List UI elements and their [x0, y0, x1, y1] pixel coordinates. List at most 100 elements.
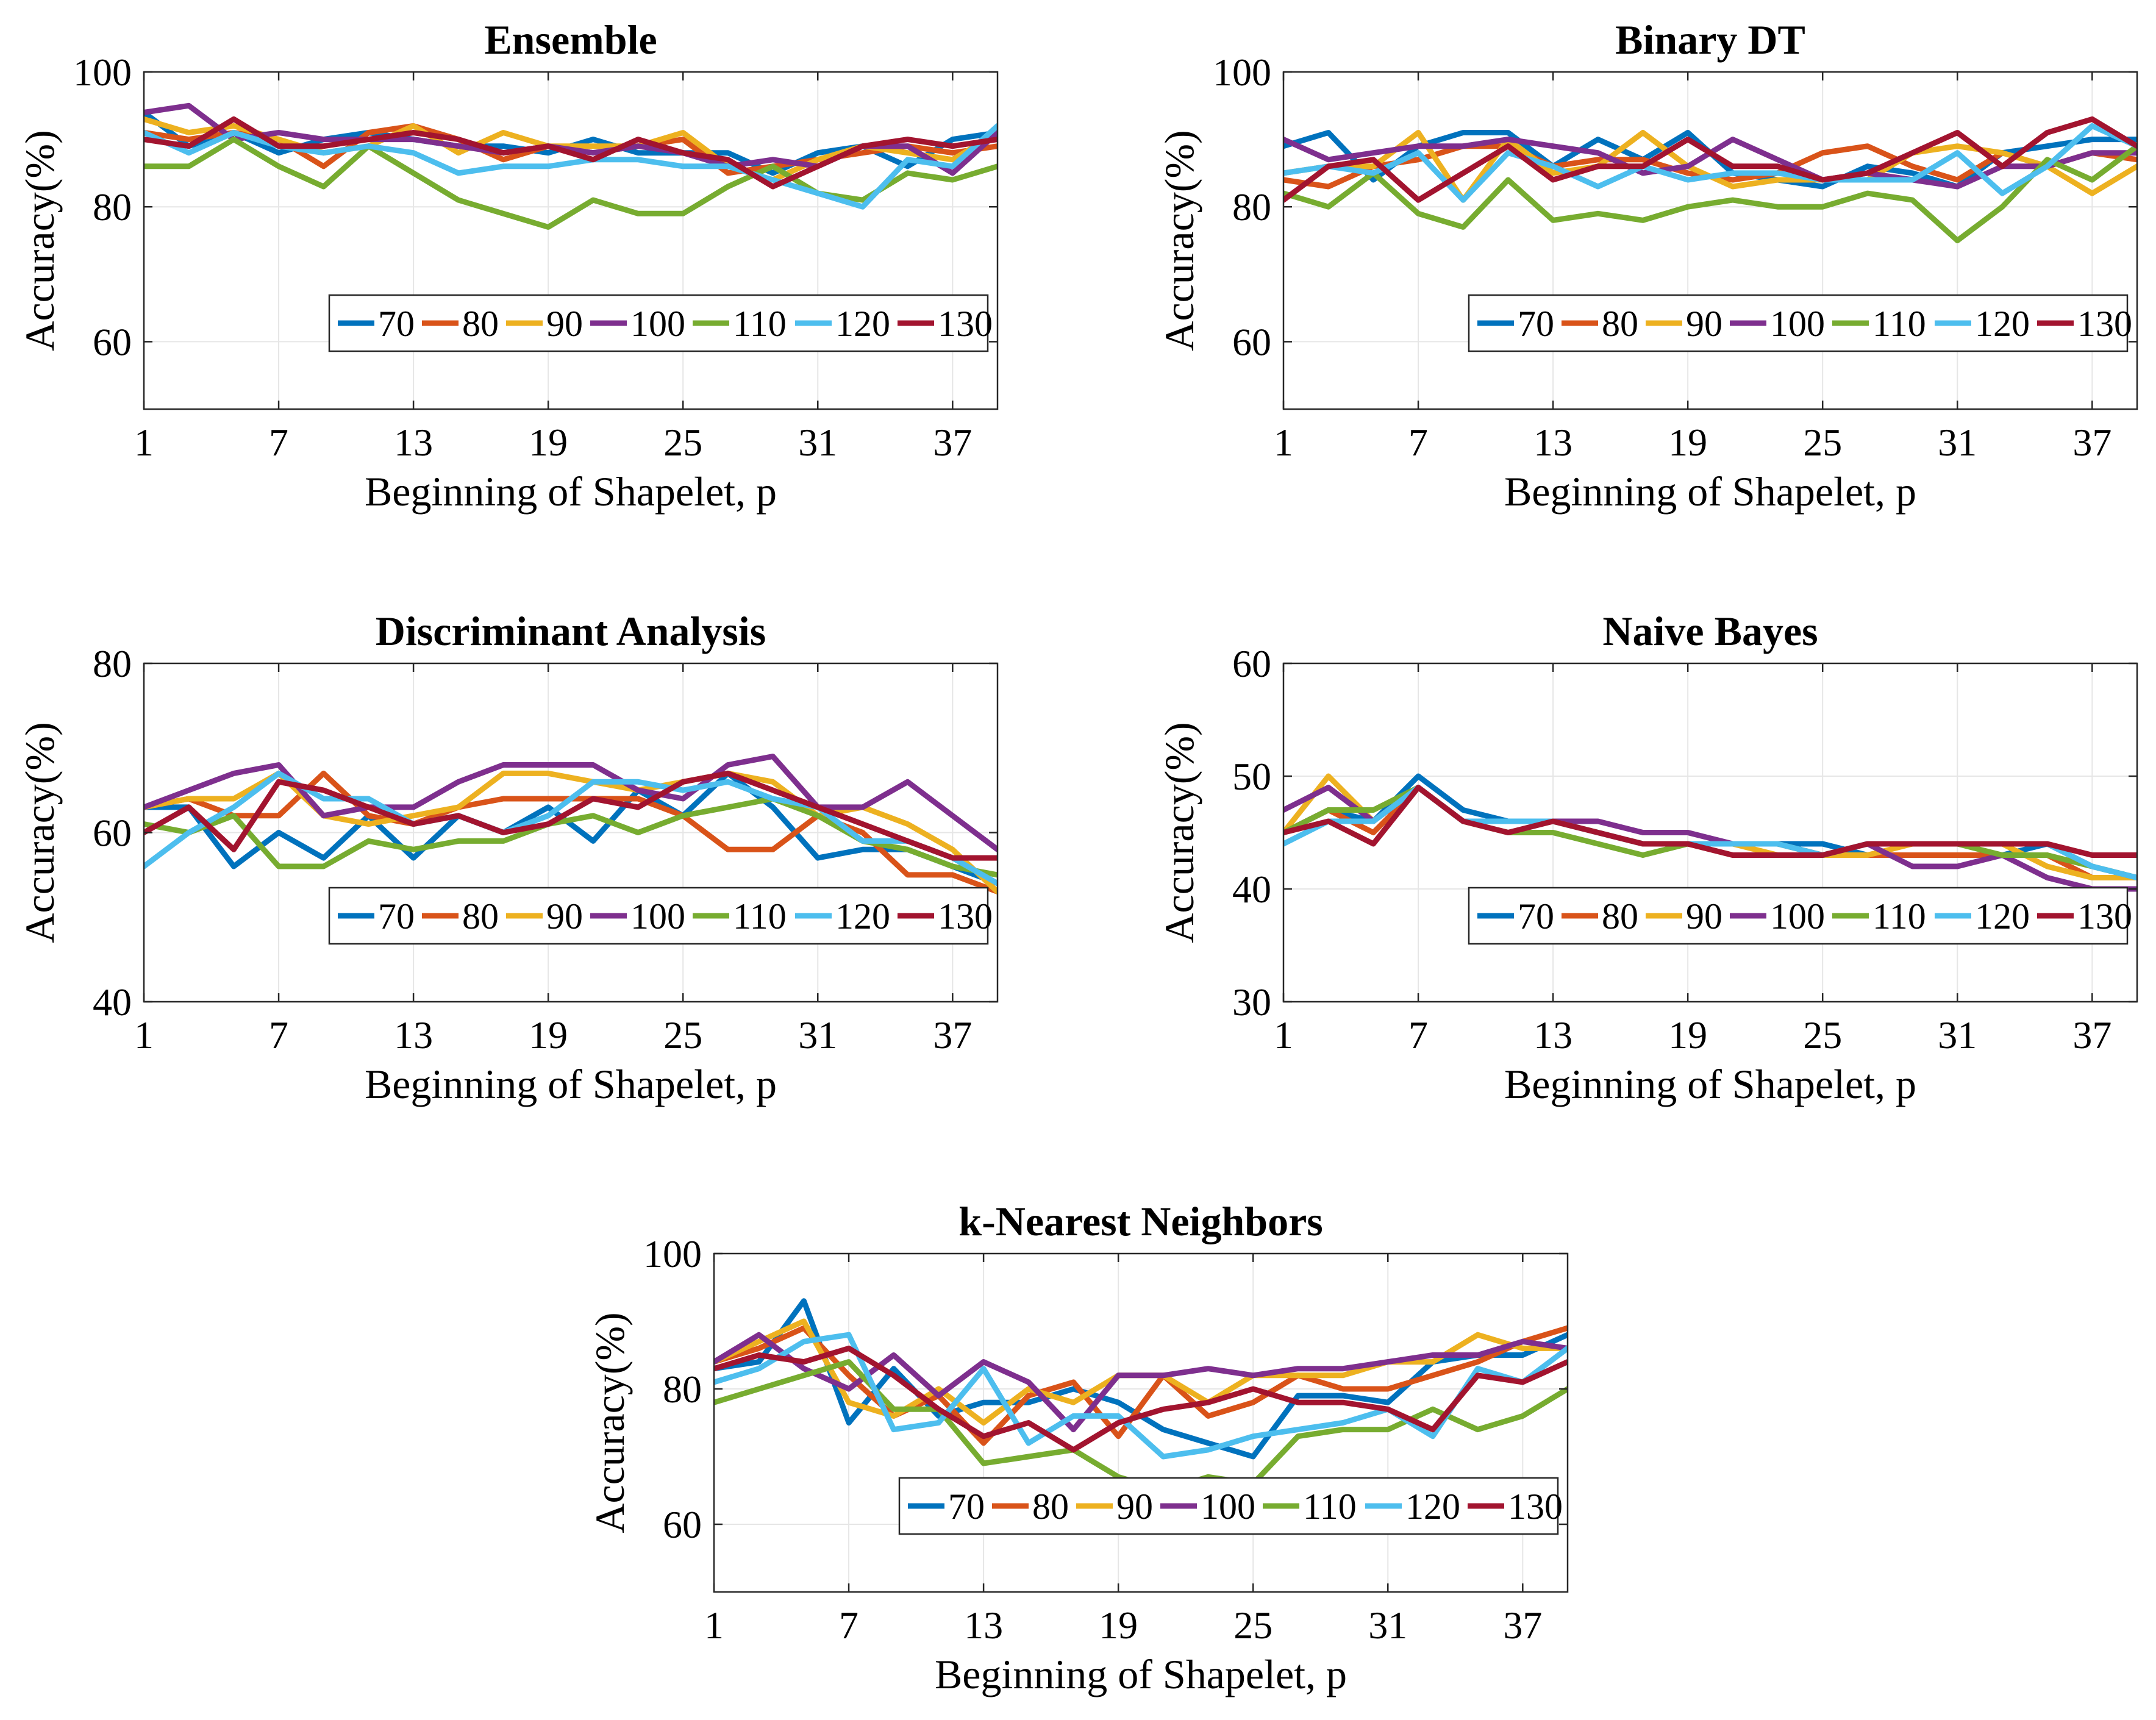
legend-label-120: 120 [1405, 1486, 1460, 1527]
chart-naive-bayes: 1 7 13 19 25 31 37 30 40 50 60 Naive Bayes Beginning… [1156, 608, 2138, 1107]
x-tick-label: 19 [529, 1013, 568, 1057]
legend-label-120: 120 [1975, 896, 2030, 937]
x-tick-label: 7 [269, 1013, 288, 1057]
x-tick-label: 13 [394, 421, 433, 464]
legend-label-120: 120 [835, 896, 890, 937]
legend-label-130: 130 [938, 896, 993, 937]
legend-label-90: 90 [1686, 304, 1722, 344]
legend: 70 80 90 100 110 120 130 [328, 887, 993, 945]
x-tick-label: 13 [1533, 1013, 1572, 1057]
series-line-110 [1283, 143, 2137, 243]
x-tick-label: 7 [839, 1604, 858, 1647]
series-line-130 [1283, 116, 2137, 203]
plot-area [1283, 663, 2137, 1002]
y-tick-label: 30 [1232, 980, 1271, 1024]
y-tick-label: 80 [93, 642, 132, 685]
x-tick-label: 1 [134, 421, 154, 464]
x-tick-label: 31 [1368, 1604, 1407, 1647]
x-tick-label: 7 [1408, 421, 1428, 464]
x-tick-label: 1 [1274, 421, 1293, 464]
x-tick-label: 13 [1533, 421, 1572, 464]
legend: 70 80 90 100 110 120 130 [328, 294, 993, 352]
plot-area [1283, 72, 2137, 409]
x-tick-label: 25 [663, 421, 702, 464]
y-axis-label: Accuracy(%) [1156, 722, 1202, 943]
x-tick-label: 37 [933, 421, 972, 464]
x-axis-label: Beginning of Shapelet, p [1504, 468, 1916, 515]
axes-box [143, 71, 999, 410]
series-line-130 [714, 1345, 1568, 1453]
x-tick-label: 19 [1668, 421, 1707, 464]
y-tick-label: 80 [663, 1368, 702, 1411]
x-tick-label: 25 [663, 1013, 702, 1057]
legend: 70 80 90 100 110 120 130 [1468, 294, 2132, 352]
legend-label-130: 130 [2077, 304, 2132, 344]
y-tick-label: 40 [1232, 868, 1271, 911]
chart-title: Binary DT [1615, 16, 1805, 63]
y-tick-label: 100 [643, 1232, 702, 1276]
series-line-110 [144, 137, 998, 230]
legend-label-130: 130 [1508, 1486, 1563, 1527]
legend-label-110: 110 [1872, 896, 1926, 937]
legend-label-110: 110 [1872, 304, 1926, 344]
chart-knn: 1 7 13 19 25 31 37 60 80 100 k-Nearest Neighbors Be… [587, 1198, 1569, 1697]
legend-label-90: 90 [1116, 1486, 1153, 1527]
legend-label-130: 130 [2077, 896, 2132, 937]
y-axis-label: Accuracy(%) [587, 1312, 633, 1533]
series-line-130 [1283, 785, 2137, 858]
x-tick-label: 37 [2072, 421, 2111, 464]
legend-label-100: 100 [1770, 304, 1825, 344]
x-tick-label: 19 [1668, 1013, 1707, 1057]
x-tick-label: 13 [394, 1013, 433, 1057]
x-tick-label: 37 [1503, 1604, 1542, 1647]
y-tick-label: 50 [1232, 755, 1271, 798]
x-tick-label: 25 [1803, 421, 1842, 464]
x-tick-label: 31 [798, 421, 837, 464]
chart-binary-dt: 1 7 13 19 25 31 37 60 80 100 Binary DT Beginning of… [1156, 16, 2138, 515]
legend-label-100: 100 [630, 896, 685, 937]
legend-label-70: 70 [948, 1486, 985, 1527]
legend-label-70: 70 [1518, 304, 1554, 344]
legend-label-70: 70 [1518, 896, 1554, 937]
legend: 70 80 90 100 110 120 130 [1468, 887, 2132, 945]
x-tick-label: 37 [2072, 1013, 2111, 1057]
x-tick-label: 31 [1938, 1013, 1977, 1057]
x-tick-label: 1 [134, 1013, 154, 1057]
x-tick-label: 19 [1099, 1604, 1138, 1647]
series-line-120 [1283, 123, 2137, 203]
x-tick-label: 1 [1274, 1013, 1293, 1057]
series-line-70 [144, 770, 998, 887]
axes-box [1282, 71, 2138, 410]
x-tick-label: 7 [1408, 1013, 1428, 1057]
y-tick-label: 60 [1232, 320, 1271, 363]
legend-label-100: 100 [1201, 1486, 1255, 1527]
axes-box [1282, 662, 2138, 1003]
chart-discriminant: 1 7 13 19 25 31 37 40 60 80 Discriminant Analysis B… [16, 608, 999, 1107]
y-tick-label: 80 [93, 185, 132, 229]
legend-label-90: 90 [546, 896, 583, 937]
y-tick-label: 100 [73, 51, 132, 94]
series-line-130 [144, 770, 998, 861]
legend-label-90: 90 [546, 304, 583, 344]
legend-label-110: 110 [1303, 1486, 1357, 1527]
series-line-100 [144, 754, 998, 852]
x-tick-label: 19 [529, 421, 568, 464]
legend-label-70: 70 [378, 304, 415, 344]
x-tick-label: 13 [964, 1604, 1003, 1647]
plot-area [144, 72, 998, 409]
series-line-130 [144, 116, 998, 190]
legend-label-80: 80 [1602, 896, 1638, 937]
chart-title: Discriminant Analysis [376, 608, 766, 654]
x-tick-label: 7 [269, 421, 288, 464]
chart-title: Naive Bayes [1602, 608, 1818, 654]
chart-ensemble: 1 7 13 19 25 31 37 60 80 100 Ensemble Beginning of … [16, 16, 999, 515]
x-axis-label: Beginning of Shapelet, p [365, 1061, 777, 1107]
x-tick-label: 25 [1233, 1604, 1273, 1647]
y-tick-label: 60 [663, 1503, 702, 1546]
legend-label-90: 90 [1686, 896, 1722, 937]
x-tick-label: 1 [704, 1604, 724, 1647]
legend-label-80: 80 [462, 896, 499, 937]
legend-label-110: 110 [733, 896, 787, 937]
y-axis-label: Accuracy(%) [16, 722, 63, 943]
